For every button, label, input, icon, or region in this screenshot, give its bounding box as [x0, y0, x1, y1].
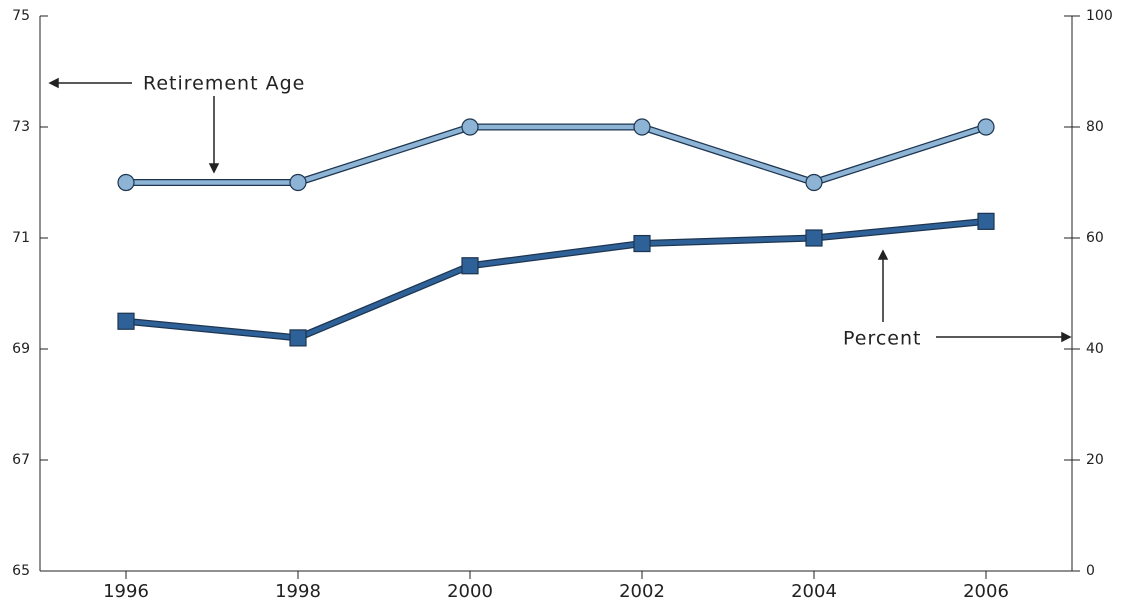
x-tick-label: 2004 [791, 581, 837, 602]
y-tick-label: 69 [12, 341, 30, 357]
marker [289, 329, 307, 347]
marker [117, 173, 135, 192]
series-line [126, 124, 987, 185]
series-line-outline [126, 123, 988, 186]
annotation: Retirement Age [143, 73, 305, 95]
marker [805, 229, 823, 247]
series-line [125, 219, 987, 341]
y-tick-label: 67 [12, 452, 30, 468]
marker [461, 257, 479, 275]
y-tick-label: 71 [12, 230, 30, 246]
marker [977, 212, 995, 230]
x-tick-label: 1996 [103, 581, 149, 602]
marker [633, 118, 651, 136]
annotation: Percent [843, 328, 922, 350]
marker [977, 118, 995, 136]
marker [117, 312, 135, 330]
y2-tick-label: 40 [1086, 341, 1104, 357]
x-tick-label: 2002 [619, 581, 665, 602]
marker [289, 173, 307, 192]
x-tick-label: 2000 [447, 581, 493, 602]
marker [805, 173, 823, 192]
y2-tick-label: 80 [1086, 119, 1104, 135]
y-tick-label: 73 [12, 119, 30, 135]
y2-tick-label: 60 [1086, 230, 1104, 246]
marker [461, 118, 479, 136]
x-tick-label: 1998 [275, 581, 321, 602]
y2-tick-label: 20 [1086, 452, 1104, 468]
y-tick-label: 65 [12, 563, 30, 579]
series-line-outline [125, 217, 987, 342]
x-tick-label: 2006 [963, 581, 1009, 602]
y-tick-label: 75 [12, 8, 30, 24]
annotation-arrows [48, 77, 1072, 343]
marker [633, 234, 651, 253]
y2-tick-label: 0 [1086, 563, 1095, 579]
y2-tick-label: 100 [1086, 8, 1113, 24]
